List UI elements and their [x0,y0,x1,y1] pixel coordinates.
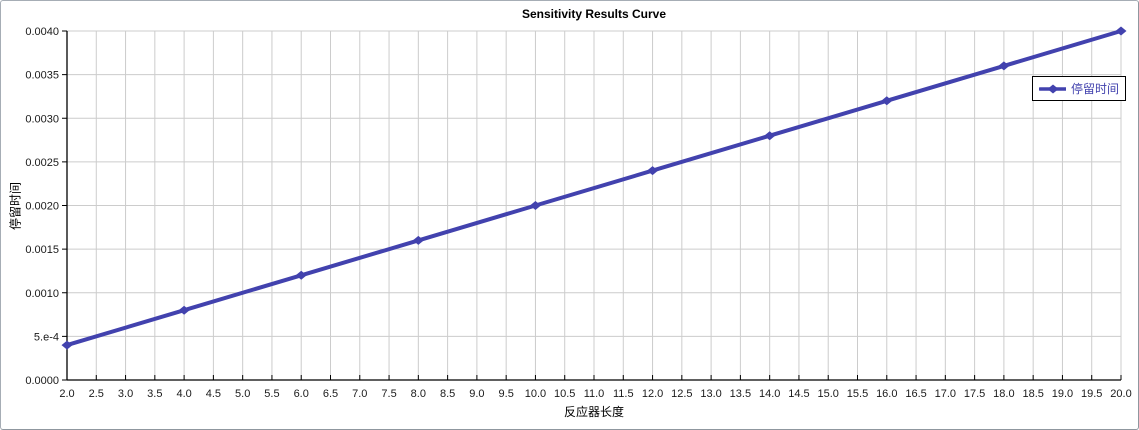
x-tick-label: 12.0 [642,388,663,400]
data-point-marker [529,201,541,210]
y-tick-label: 0.0030 [25,113,59,125]
x-tick-label: 10.5 [554,388,575,400]
x-tick-label: 17.5 [964,388,985,400]
y-tick-label: 0.0025 [25,157,59,169]
x-tick-label: 16.0 [876,388,897,400]
x-tick-label: 3.0 [118,388,133,400]
x-tick-label: 5.0 [235,388,250,400]
x-tick-label: 6.5 [323,388,338,400]
legend-series-marker-icon [1039,84,1066,93]
x-tick-label: 9.5 [499,388,514,400]
x-tick-label: 5.5 [264,388,279,400]
x-tick-label: 18.5 [1022,388,1043,400]
y-tick-label: 0.0000 [25,375,59,387]
x-tick-label: 8.0 [411,388,426,400]
x-axis-label: 反应器长度 [563,405,624,419]
x-tick-label: 4.0 [176,388,191,400]
y-tick-label: 0.0040 [25,26,59,38]
x-tick-label: 19.0 [1052,388,1073,400]
series-line [65,29,1123,348]
x-tick-label: 6.0 [294,388,309,400]
x-tick-label: 2.5 [89,388,104,400]
x-tick-label: 18.0 [993,388,1014,400]
legend-diamond [1047,84,1059,93]
data-point-marker [61,340,73,350]
x-tick-label: 7.5 [381,388,396,400]
data-point-marker [1115,26,1127,36]
chart-title: Sensitivity Results Curve [521,7,667,21]
legend-label: 停留时间 [1070,82,1119,96]
x-tick-label: 4.5 [206,388,221,400]
x-tick-label: 7.0 [352,388,367,400]
y-tick-label: 0.0015 [25,244,59,256]
x-tick-label: 10.0 [525,388,546,400]
x-tick-label: 17.0 [935,388,956,400]
data-point-marker [412,235,424,245]
x-tick-label: 15.0 [818,388,839,400]
y-tick-label: 0.0020 [25,201,59,213]
y-axis-label: 停留时间 [8,181,23,230]
x-tick-label: 2.0 [59,388,74,400]
x-tick-label: 20.0 [1110,388,1131,400]
y-tick-label: 0.0010 [25,288,59,300]
data-point-marker [647,166,659,176]
x-tick-label: 16.5 [905,388,926,400]
data-point-marker [764,131,776,141]
x-tick-label: 12.5 [671,388,692,400]
x-tick-label: 9.0 [469,388,484,400]
legend[interactable]: 停留时间 [1032,76,1126,101]
data-point-marker [295,270,307,280]
y-axis-label-wrap: 停留时间 [5,31,25,380]
x-tick-label: 14.5 [788,388,809,400]
x-tick-label: 11.5 [613,388,634,400]
x-tick-label: 13.0 [700,388,721,400]
y-tick-label: 0.0035 [25,70,59,82]
data-point-marker [881,96,893,106]
x-tick-label: 8.5 [440,388,455,400]
x-tick-label: 14.0 [759,388,780,400]
y-tick-label: 5.e-4 [34,331,59,343]
x-tick-label: 11.0 [584,388,605,400]
data-point-marker [998,61,1010,71]
x-tick-label: 15.5 [847,388,868,400]
x-tick-label: 3.5 [147,388,162,400]
x-tick-label: 13.5 [730,388,751,400]
data-point-marker [178,305,190,315]
x-tick-label: 19.5 [1081,388,1102,400]
